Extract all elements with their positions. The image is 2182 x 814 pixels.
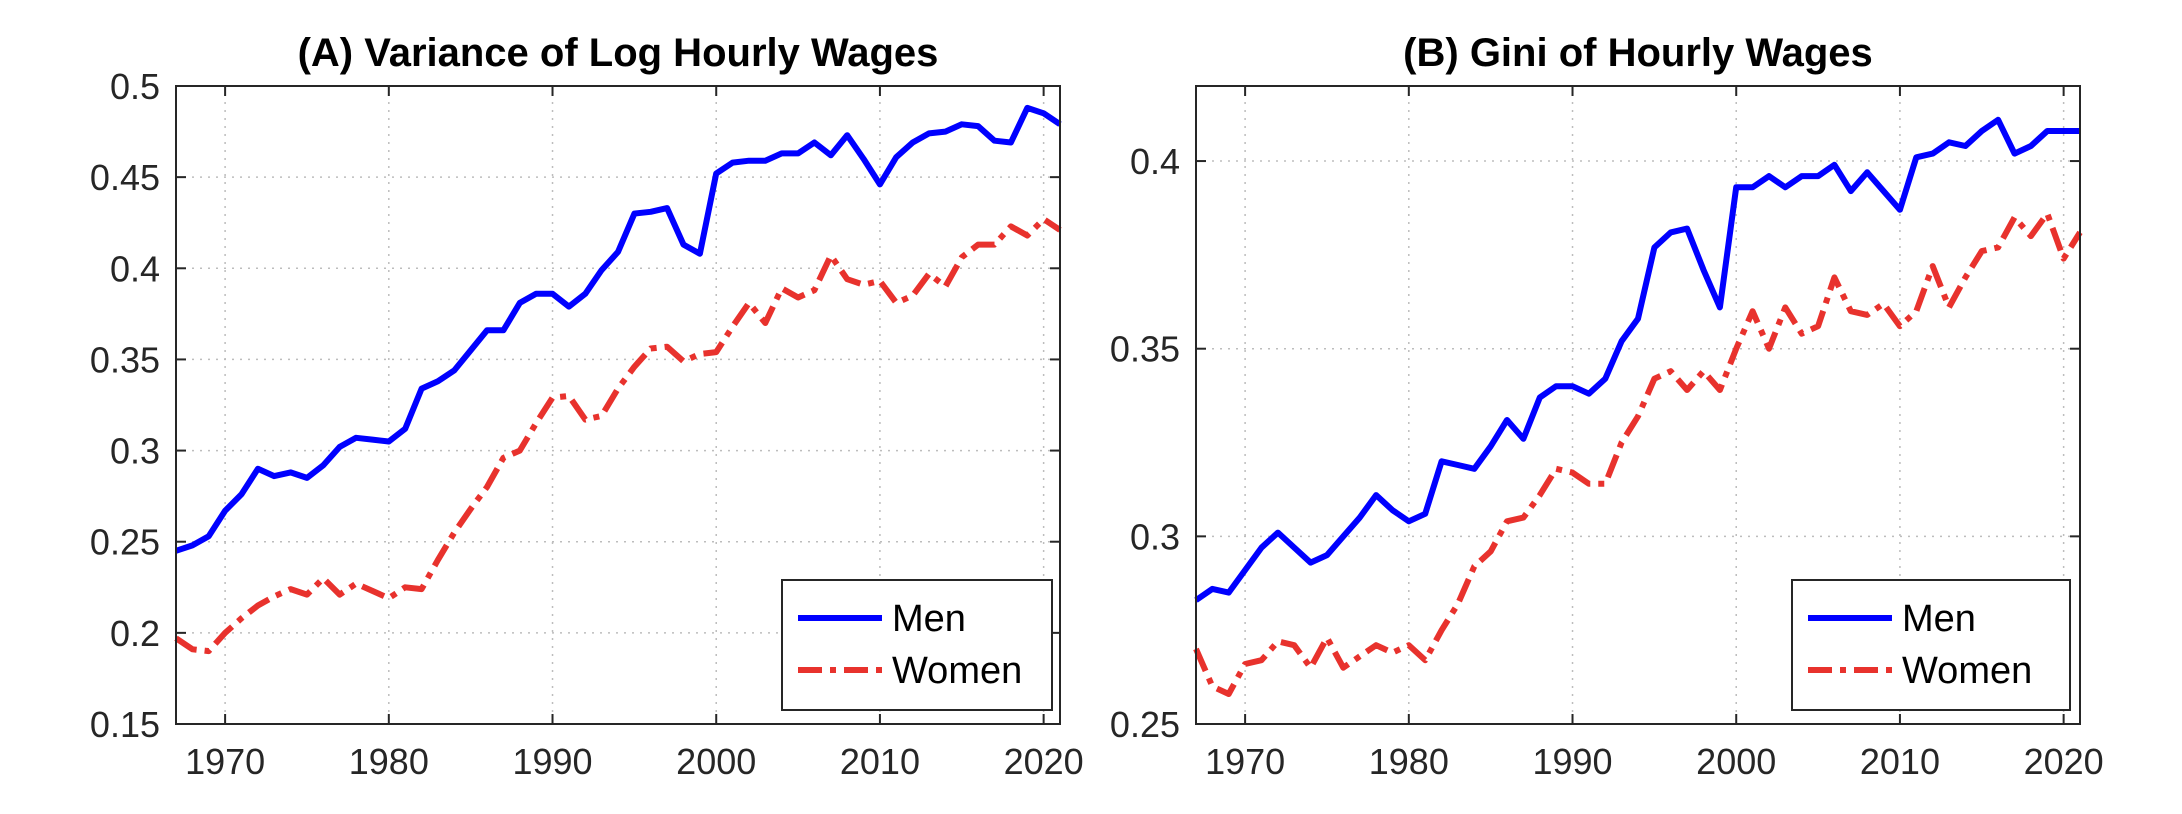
chart-a-legend-label-men: Men bbox=[892, 598, 966, 640]
chart-b-y-tick-label: 0.3 bbox=[1130, 516, 1180, 557]
chart-b-legend: Men Women bbox=[1791, 579, 2071, 711]
chart-a-legend-label-women: Women bbox=[892, 650, 1022, 692]
chart-a-x-tick-label: 1970 bbox=[185, 741, 265, 782]
chart-a-x-tick-label: 1980 bbox=[349, 741, 429, 782]
chart-a-y-tick-label: 0.4 bbox=[110, 248, 160, 289]
chart-a: 1970 1980 1990 2000 2010 2020 0.15 0.2 0.25 0.3 0.… bbox=[90, 31, 1084, 782]
chart-b-axes-box bbox=[1195, 85, 2081, 725]
chart-b-legend-label-women: Women bbox=[1902, 650, 2032, 692]
chart-b-legend-label-men: Men bbox=[1902, 598, 1976, 640]
chart-a-x-tick-label: 2000 bbox=[676, 741, 756, 782]
chart-a-y-tick-label: 0.5 bbox=[110, 66, 160, 107]
chart-b-y-tick-label: 0.25 bbox=[1110, 704, 1180, 745]
chart-a-y-tick-label: 0.2 bbox=[110, 613, 160, 654]
chart-a-x-tick-label: 2010 bbox=[840, 741, 920, 782]
chart-b-series-men-line bbox=[1194, 116, 2080, 603]
chart-a-y-tick-label: 0.25 bbox=[90, 522, 160, 563]
chart-b-x-tick-label: 1980 bbox=[1369, 741, 1449, 782]
chart-a-x-tick-label: 1990 bbox=[512, 741, 592, 782]
chart-a-y-tick-label: 0.45 bbox=[90, 157, 160, 198]
chart-b: 1970 1980 1990 2000 2010 2020 0.25 0.3 0.35 0.4 (B… bbox=[1110, 31, 2104, 782]
chart-b-title: (B) Gini of Hourly Wages bbox=[1403, 31, 1873, 75]
chart-b-x-tick-label: 1970 bbox=[1205, 741, 1285, 782]
chart-b-x-tick-label: 1990 bbox=[1532, 741, 1612, 782]
chart-a-legend: Men Women bbox=[781, 579, 1053, 711]
chart-b-x-tick-label: 2010 bbox=[1860, 741, 1940, 782]
chart-b-y-tick-label: 0.35 bbox=[1110, 329, 1180, 370]
chart-a-title: (A) Variance of Log Hourly Wages bbox=[298, 31, 939, 75]
chart-a-x-tick-label: 2020 bbox=[1004, 741, 1084, 782]
chart-b-legend-box bbox=[1791, 579, 2071, 711]
chart-b-series-women-line bbox=[1193, 210, 2083, 697]
chart-a-y-tick-label: 0.15 bbox=[90, 704, 160, 745]
chart-b-y-tick-label: 0.4 bbox=[1130, 141, 1180, 182]
chart-a-y-tick-label: 0.35 bbox=[90, 339, 160, 380]
chart-a-series-men-line bbox=[175, 104, 1062, 554]
chart-a-axes-box bbox=[175, 85, 1061, 725]
chart-b-x-tick-label: 2000 bbox=[1696, 741, 1776, 782]
chart-b-x-tick-label: 2020 bbox=[2024, 741, 2104, 782]
chart-a-legend-box bbox=[781, 579, 1053, 711]
chart-a-y-tick-label: 0.3 bbox=[110, 431, 160, 472]
